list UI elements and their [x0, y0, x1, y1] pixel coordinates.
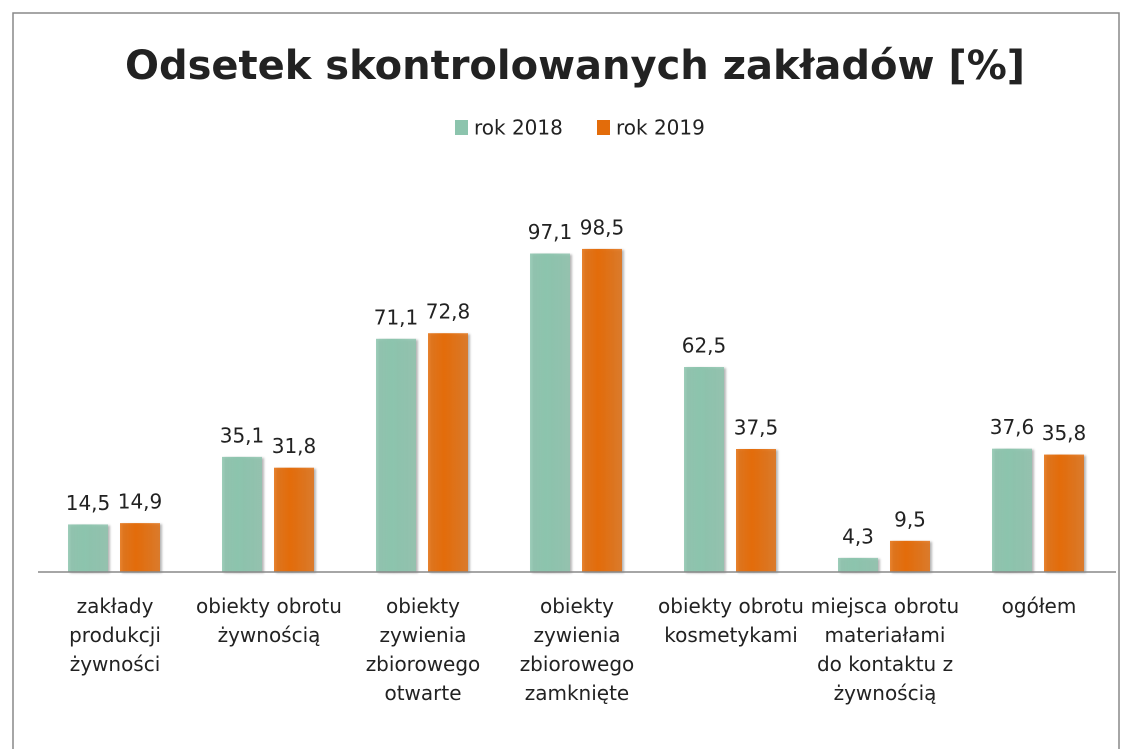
bar — [222, 456, 262, 572]
value-label: 37,6 — [990, 415, 1035, 439]
value-label: 35,8 — [1042, 421, 1087, 445]
chart-title: Odsetek skontrolowanych zakładów [%] — [125, 43, 1025, 89]
x-tick-label: obiekty obrotu kosmetykami — [658, 594, 804, 647]
value-label: 35,1 — [220, 423, 265, 447]
legend-label: rok 2019 — [616, 116, 705, 140]
value-label: 97,1 — [528, 220, 573, 244]
bar — [428, 333, 468, 572]
bar — [376, 338, 416, 572]
bar — [120, 523, 160, 572]
bar — [736, 449, 776, 572]
bar — [530, 253, 570, 572]
bar — [274, 467, 314, 572]
bar — [1044, 454, 1084, 572]
bar — [890, 540, 930, 572]
x-tick-label: obiekty obrotu żywnością — [196, 594, 342, 647]
x-tick-label: obiekty zywienia zbiorowego otwarte — [365, 594, 481, 705]
value-label: 9,5 — [894, 507, 926, 531]
bar — [684, 367, 724, 572]
value-label: 14,5 — [66, 491, 111, 515]
value-label: 37,5 — [734, 416, 779, 440]
value-label: 62,5 — [682, 334, 727, 358]
x-tick-label: obiekty zywienia zbiorowego zamknięte — [519, 594, 635, 705]
value-label: 71,1 — [374, 305, 419, 329]
x-tick-label: ogółem — [1001, 594, 1077, 618]
value-label: 72,8 — [426, 300, 471, 324]
x-tick-label: miejsca obrotu materiałami do kontaktu z… — [810, 594, 960, 705]
bar — [68, 524, 108, 572]
value-label: 98,5 — [580, 215, 625, 239]
legend-swatch — [455, 120, 468, 135]
value-label: 4,3 — [842, 524, 874, 548]
legend-swatch — [597, 120, 610, 135]
legend-label: rok 2018 — [474, 116, 563, 140]
bar — [992, 448, 1032, 572]
bar — [838, 557, 878, 572]
bar — [582, 248, 622, 573]
x-tick-label: zakłady produkcji żywności — [69, 594, 161, 676]
value-label: 31,8 — [272, 434, 317, 458]
value-label: 14,9 — [118, 490, 163, 514]
